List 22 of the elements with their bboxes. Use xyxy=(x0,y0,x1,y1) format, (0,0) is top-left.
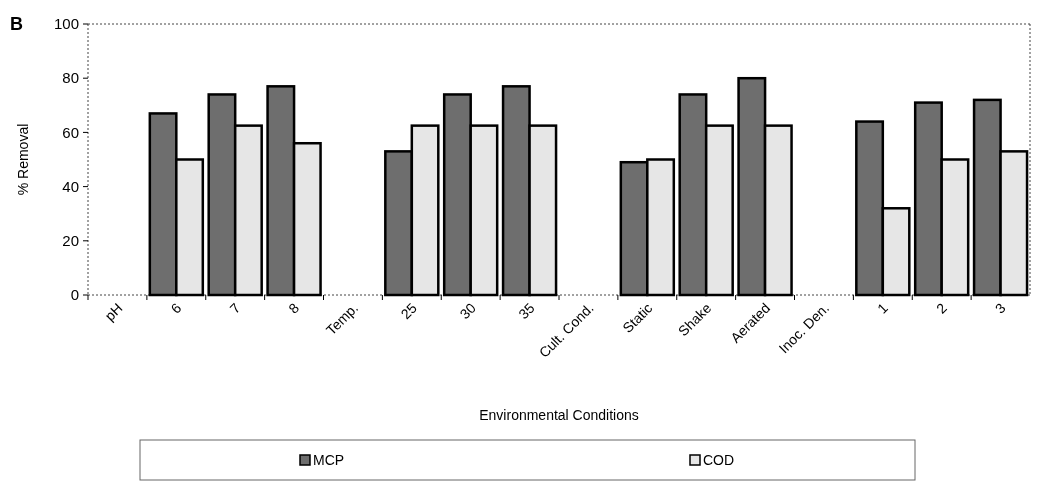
y-tick-label: 40 xyxy=(62,177,79,195)
x-tick-label: pH xyxy=(101,299,126,324)
y-axis-title: % Removal xyxy=(15,123,31,196)
x-tick-label: 7 xyxy=(226,299,244,317)
x-tick-label: 25 xyxy=(397,299,421,323)
x-tick-label: 35 xyxy=(515,299,538,323)
x-tick-label: 3 xyxy=(991,299,1009,317)
x-tick-label: 8 xyxy=(285,299,303,317)
x-tick-label: 30 xyxy=(456,299,479,323)
x-tick-label: 6 xyxy=(167,299,185,317)
x-axis-title: Environmental Conditions xyxy=(479,407,639,423)
y-tick-label: 20 xyxy=(62,232,79,250)
x-tick-label: 1 xyxy=(874,299,892,317)
text: B xyxy=(10,14,23,34)
legend-label: COD xyxy=(703,451,735,468)
x-tick-label: Inoc. Den. xyxy=(775,299,833,357)
legend-label: MCP xyxy=(313,451,345,468)
y-tick-label: 0 xyxy=(70,286,79,304)
x-tick-label: 2 xyxy=(932,299,950,317)
y-tick-label: 80 xyxy=(62,69,79,87)
y-tick-label: 100 xyxy=(53,15,79,33)
y-tick-label: 60 xyxy=(62,123,79,141)
